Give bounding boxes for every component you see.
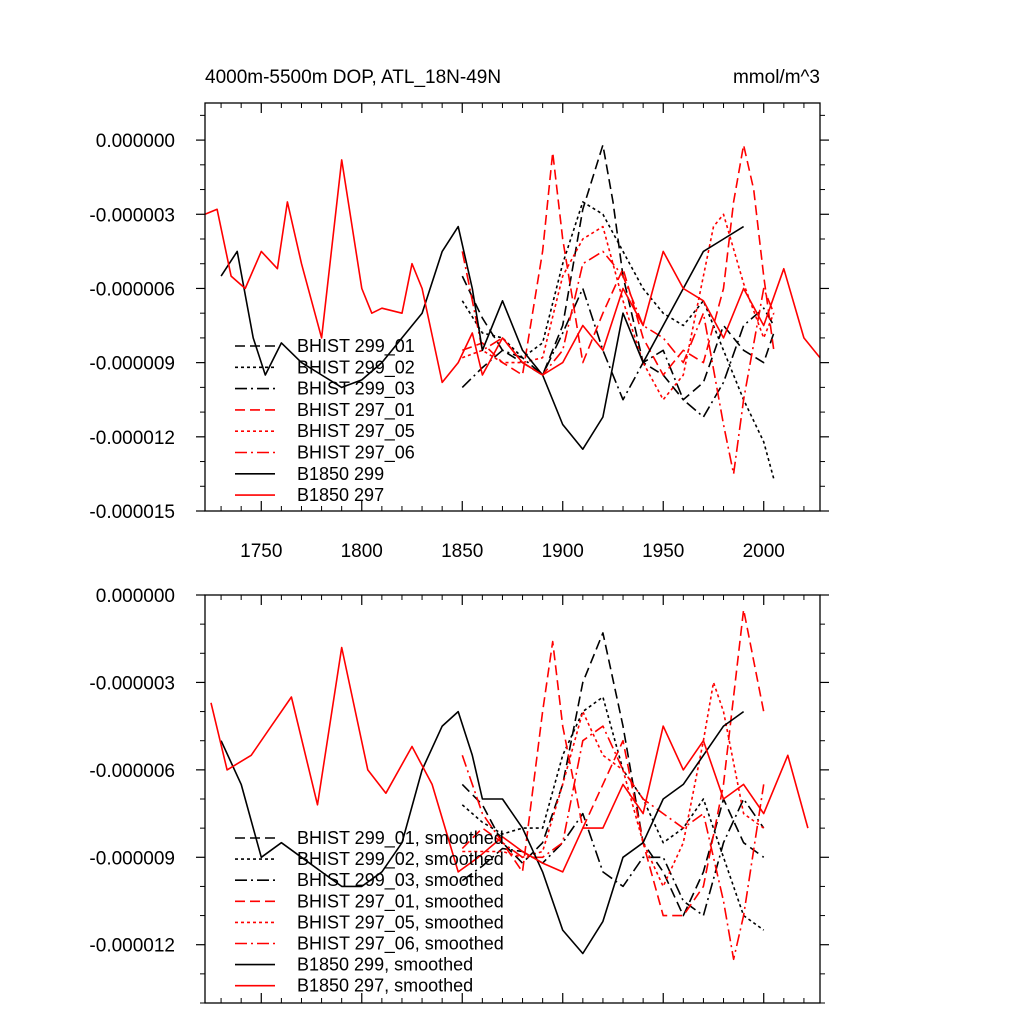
bottom-legend-label: BHIST 299_01, smoothed: [297, 828, 504, 849]
bottom-series-bhist-297-01-smoothed: [461, 608, 765, 917]
top-y-tick-label: -0.000012: [89, 428, 175, 449]
bottom-series-b1850-297-smoothed: [210, 646, 809, 873]
top-series-b1850-299: [220, 225, 745, 451]
bottom-legend-label: BHIST 297_05, smoothed: [297, 912, 504, 933]
top-y-tick-label: -0.000015: [89, 502, 175, 523]
top-x-tick-label: 1950: [642, 541, 684, 562]
top-legend-label: BHIST 297_01: [297, 400, 415, 421]
top-y-tick-label: -0.000009: [89, 354, 175, 375]
bottom-series-bhist-299-03-smoothed: [461, 798, 765, 917]
top-series-b1850-297: [204, 159, 821, 384]
bottom-panel: 0.000000 -0.000003 -0.000006 -0.000009 -0.00…: [89, 586, 829, 1004]
top-series-bhist-299-02: [461, 201, 775, 480]
bottom-y-tick-label: -0.000009: [89, 848, 175, 869]
top-series-bhist-299-03: [461, 287, 775, 418]
top-x-tick-label: 1900: [542, 541, 584, 562]
bottom-series-bhist-297-06-smoothed: [461, 725, 765, 961]
bottom-y-tick-label: -0.000003: [89, 673, 175, 694]
top-legend-label: B1850 299: [297, 464, 384, 484]
bottom-series-bhist-299-01-smoothed: [461, 632, 765, 917]
top-legend-label: BHIST 297_06: [297, 443, 415, 464]
bottom-series-b1850-299-smoothed: [220, 710, 745, 955]
bottom-legend-label: BHIST 297_06, smoothed: [297, 934, 504, 955]
top-series-bhist-297-05: [462, 213, 775, 401]
bottom-legend-label: BHIST 299_02, smoothed: [297, 849, 504, 870]
bottom-y-tick-label: 0.000000: [96, 586, 175, 607]
top-chart-title: 4000m-5500m DOP, ATL_18N-49N: [205, 67, 501, 88]
top-chart-units: mmol/m^3: [733, 67, 820, 88]
top-y-tick-label: -0.000006: [89, 279, 175, 300]
top-y-tick-label: -0.000003: [89, 205, 175, 226]
top-legend-label: BHIST 297_05: [297, 421, 415, 442]
top-x-tick-label: 1750: [240, 541, 282, 562]
bottom-series-bhist-299-02-smoothed: [461, 696, 765, 931]
top-legend-label: BHIST 299_03: [297, 379, 415, 400]
top-panel: 4000m-5500m DOP, ATL_18N-49N mmol/m^3 17…: [89, 67, 829, 562]
bottom-legend-label: B1850 297, smoothed: [297, 976, 473, 996]
top-x-tick-label: 1800: [341, 541, 383, 562]
top-x-tick-label: 1850: [441, 541, 483, 562]
top-series-bhist-299-01: [461, 144, 775, 401]
bottom-legend-label: B1850 299, smoothed: [297, 955, 473, 975]
bottom-legend-label: BHIST 297_01, smoothed: [297, 891, 504, 912]
top-plot-frame: [204, 102, 821, 512]
top-legend-label: B1850 297: [297, 485, 384, 505]
bottom-y-tick-label: -0.000012: [89, 936, 175, 957]
bottom-y-tick-label: -0.000006: [89, 761, 175, 782]
bottom-series-bhist-297-05-smoothed: [462, 681, 765, 888]
top-legend-label: BHIST 299_02: [297, 357, 415, 378]
top-legend-label: BHIST 299_01: [297, 336, 415, 357]
top-series-bhist-297-06: [461, 250, 775, 475]
top-x-tick-label: 2000: [743, 541, 785, 562]
top-y-tick-label: 0.000000: [96, 131, 175, 152]
top-series-bhist-297-01: [462, 144, 775, 376]
bottom-legend-label: BHIST 299_03, smoothed: [297, 870, 504, 891]
